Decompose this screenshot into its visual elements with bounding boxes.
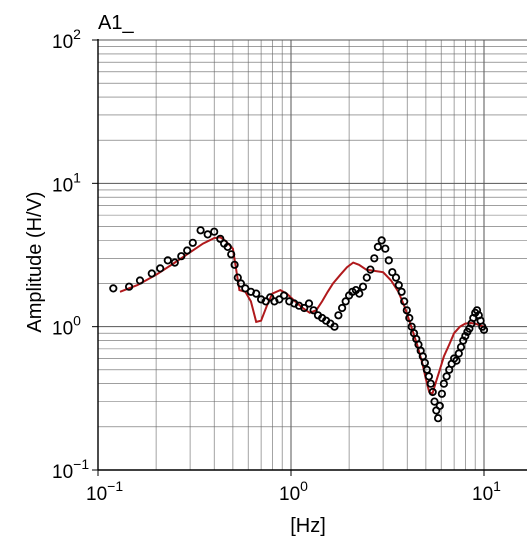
observed-data-point [435, 401, 444, 410]
observed-data-point [362, 273, 371, 282]
observed-data-point [394, 280, 403, 290]
observed-data-point [188, 238, 197, 247]
observed-data-point [279, 291, 289, 300]
observed-data-point [203, 230, 212, 239]
observed-data-point [358, 282, 368, 291]
observed-data-point [135, 276, 145, 285]
observed-data-point [479, 325, 489, 334]
observed-data-point [223, 242, 232, 251]
observed-data-point [163, 256, 172, 265]
observed-data-point [177, 252, 186, 261]
observed-data-point [341, 297, 350, 306]
observed-data-point [420, 358, 429, 367]
observed-data-point [261, 297, 270, 306]
observed-data-point [400, 297, 409, 306]
observed-data-point [241, 284, 250, 293]
observed-data-point [439, 379, 448, 388]
observed-data-point [402, 306, 411, 315]
observed-data-point [236, 279, 245, 288]
y-tick-label: 10−1 [52, 456, 89, 483]
observed-data-point [309, 306, 318, 315]
observed-data-point [266, 293, 275, 302]
observed-data-point [156, 264, 165, 273]
y-axis-label: Amplitude (H/V) [24, 191, 46, 332]
observed-data-point [109, 284, 118, 293]
observed-data-point [334, 311, 343, 320]
plot-frame [97, 39, 527, 471]
observed-data-point [430, 397, 439, 406]
x-axis-label: [Hz] [290, 515, 326, 537]
observed-data-point [300, 303, 309, 313]
observed-data-point [388, 268, 397, 277]
observed-data-point [437, 389, 446, 398]
observed-data-point [452, 356, 461, 365]
observed-data-point [252, 289, 261, 298]
observed-data-point [461, 331, 470, 341]
observed-data-point [147, 269, 156, 278]
tick-labels: 10−1 100 101 10−1 100 101 102 [52, 26, 501, 505]
observed-data-point [216, 234, 225, 243]
observed-data-point [381, 244, 390, 253]
observed-data-point [391, 273, 401, 282]
observed-data-point [230, 260, 239, 269]
observed-data-point [330, 322, 339, 331]
observed-data-point [433, 414, 443, 423]
observed-data-point [210, 227, 219, 236]
observed-data-point [227, 250, 236, 259]
observed-data-point [370, 254, 379, 263]
y-tick-label: 100 [52, 313, 81, 340]
observed-data-point [377, 236, 386, 245]
observed-data-point [304, 299, 314, 308]
observed-points-layer [109, 226, 489, 423]
observed-data-point [426, 379, 435, 388]
y-tick-label: 101 [52, 169, 81, 196]
observed-data-point [442, 372, 451, 381]
observed-data-point [397, 287, 406, 296]
observed-data-point [355, 289, 364, 298]
x-tick-label: 101 [472, 478, 501, 505]
observed-data-point [233, 273, 242, 282]
x-tick-label: 100 [279, 478, 308, 505]
grid-lines [97, 39, 527, 471]
observed-data-point [183, 246, 192, 255]
observed-data-point [366, 265, 375, 274]
observed-data-point [125, 282, 134, 291]
observed-data-point [373, 242, 382, 251]
observed-data-point [275, 295, 284, 304]
observed-data-point [424, 372, 433, 381]
observed-data-point [456, 342, 466, 352]
observed-data-point [337, 303, 347, 313]
observed-data-point [384, 256, 393, 265]
observed-data-point [428, 387, 437, 397]
observed-data-point [405, 313, 414, 323]
x-tick-label: 10−1 [86, 478, 123, 505]
observed-data-point [454, 349, 463, 358]
observed-data-point [170, 258, 179, 267]
y-tick-label: 102 [52, 26, 81, 53]
chart-title: A1_ [98, 12, 134, 34]
observed-data-point [196, 226, 205, 235]
